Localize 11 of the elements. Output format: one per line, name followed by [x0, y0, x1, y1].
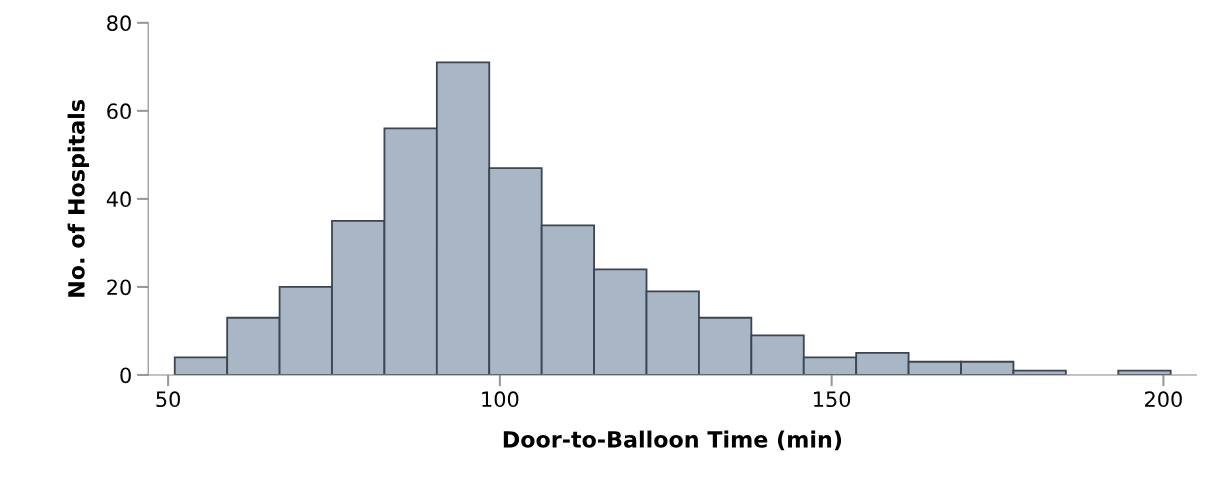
y-tick-label: 40	[106, 191, 131, 208]
y-tick-label: 80	[107, 15, 131, 32]
x-tick-label: 150	[814, 391, 851, 408]
x-tick-label: 50	[156, 391, 180, 408]
y-tick-label: 20	[107, 279, 131, 296]
x-tick-label: 100	[482, 391, 519, 408]
y-axis-title: No. of Hospitals	[67, 100, 90, 297]
x-axis-title: Door-to-Balloon Time (min)	[503, 430, 842, 451]
x-tick-label: 200	[1145, 391, 1182, 408]
y-tick-label: 60	[107, 103, 131, 120]
y-tick-label: 0	[120, 367, 131, 384]
